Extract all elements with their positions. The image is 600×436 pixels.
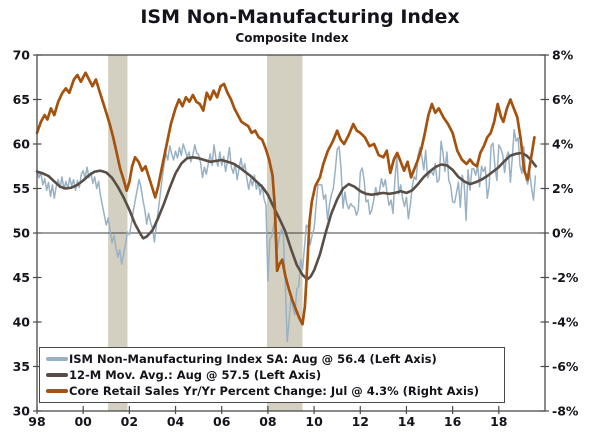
left-axis-tick-label: 30 [13, 404, 31, 419]
x-axis-tick-label: 16 [444, 414, 462, 429]
left-axis-tick-label: 55 [13, 181, 30, 196]
legend-label-moving-average: 12-M Mov. Avg.: Aug @ 57.5 (Left Axis) [69, 368, 322, 382]
series-line-12m-moving-average [35, 151, 538, 281]
left-axis-tick-label: 50 [13, 226, 31, 241]
x-axis-tick-label: 02 [121, 414, 138, 429]
legend-label-core-retail: Core Retail Sales Yr/Yr Percent Change: … [69, 384, 480, 398]
x-axis-tick-label: 00 [74, 414, 92, 429]
chart-subtitle: Composite Index [235, 31, 349, 45]
legend-item-ism: ISM Non-Manufacturing Index SA: Aug @ 56… [46, 351, 504, 367]
x-axis-tick-label: 06 [213, 414, 231, 429]
x-axis-tick-label: 04 [167, 414, 185, 429]
right-axis-tick-label: 4% [552, 137, 574, 152]
x-axis-tick-label: 10 [305, 414, 323, 429]
right-axis-tick-label: 0% [552, 226, 574, 241]
right-axis-tick-label: 6% [552, 92, 574, 107]
chart-title: ISM Non-Manufacturing Index [140, 6, 460, 28]
left-axis-tick-label: 60 [13, 137, 31, 152]
x-axis-tick-label: 18 [490, 414, 507, 429]
series-line-ism-non-manufacturing [36, 129, 537, 343]
right-axis-tick-label: -2% [552, 270, 579, 285]
legend-label-ism: ISM Non-Manufacturing Index SA: Aug @ 56… [69, 352, 437, 366]
right-axis-tick-label: -4% [552, 315, 579, 330]
x-axis-tick-label: 08 [259, 414, 276, 429]
x-axis-tick-label: 98 [28, 414, 45, 429]
legend: ISM Non-Manufacturing Index SA: Aug @ 56… [39, 347, 505, 403]
x-axis-tick-label: 12 [352, 414, 369, 429]
legend-swatch-ism [46, 357, 68, 361]
series-line-core-retail-sales [35, 71, 536, 326]
x-axis-tick-label: 14 [398, 414, 416, 429]
right-axis-tick-label: 2% [552, 181, 574, 196]
right-axis-tick-label: -8% [552, 404, 579, 419]
right-axis-tick-label: 8% [552, 48, 574, 63]
legend-item-moving-average: 12-M Mov. Avg.: Aug @ 57.5 (Left Axis) [46, 367, 504, 383]
legend-swatch-core-retail [46, 389, 68, 393]
right-axis-tick-label: -6% [552, 359, 579, 374]
left-axis-tick-label: 35 [13, 359, 30, 374]
left-axis-tick-label: 40 [13, 315, 31, 330]
left-axis-tick-label: 70 [13, 48, 31, 63]
legend-swatch-moving-average [46, 373, 68, 377]
legend-item-core-retail: Core Retail Sales Yr/Yr Percent Change: … [46, 383, 504, 399]
left-axis-tick-label: 45 [13, 270, 30, 285]
left-axis-tick-label: 65 [13, 92, 30, 107]
